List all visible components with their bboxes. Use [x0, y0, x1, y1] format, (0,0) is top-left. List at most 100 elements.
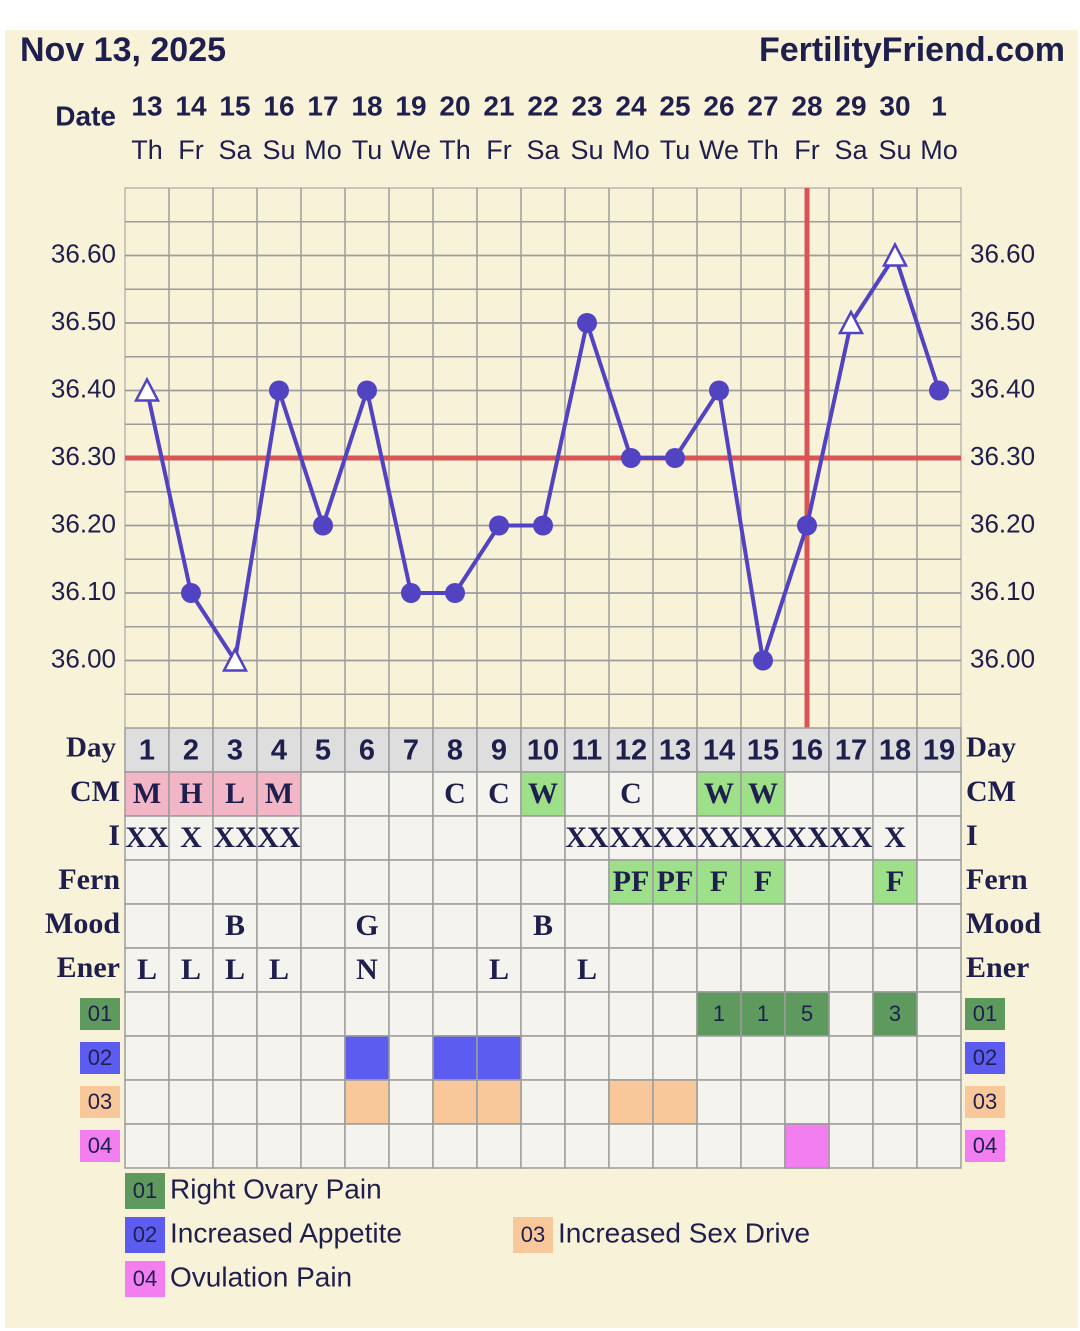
temperature-point: [401, 583, 421, 603]
cell: [388, 991, 434, 1037]
temperature-point: [489, 515, 509, 536]
day-number: 13: [659, 735, 691, 767]
cell: [564, 903, 610, 949]
y-tick-label: 36.50: [970, 306, 1035, 336]
date-label: 1: [931, 90, 947, 121]
date-label: 26: [703, 90, 734, 121]
cell-text: F: [754, 865, 772, 898]
cell: [300, 903, 346, 949]
cell: [124, 859, 170, 905]
cell: [168, 903, 214, 949]
day-number: 19: [923, 735, 955, 767]
cell: [784, 859, 830, 905]
cell: [432, 815, 478, 861]
cell: [212, 903, 258, 949]
cell: [476, 991, 522, 1037]
cell: [916, 903, 962, 949]
cell: [124, 947, 170, 993]
cell: [476, 1123, 522, 1169]
weekday-label: Th: [747, 135, 779, 165]
cell: [212, 1079, 258, 1125]
cell: [300, 771, 346, 817]
cell-text: N: [356, 953, 378, 986]
weekday-label: Sa: [218, 135, 252, 165]
cell-text: L: [225, 777, 245, 810]
legend-label: Right Ovary Pain: [170, 1173, 382, 1204]
temperature-point: [665, 448, 685, 468]
cell-text: PF: [613, 865, 650, 898]
weekday-label: Sa: [526, 135, 560, 165]
row-label: Fern: [58, 863, 120, 896]
cell: [432, 1123, 478, 1169]
y-tick-label: 36.30: [51, 441, 116, 471]
legend-label: Ovulation Pain: [170, 1261, 352, 1292]
cell: [828, 1035, 874, 1081]
symptom-code-box: [965, 1086, 1005, 1118]
cell: [652, 1123, 698, 1169]
cell: [872, 1079, 918, 1125]
symptom-mark: [476, 1079, 522, 1125]
temperature-point: [753, 650, 773, 671]
cell: [608, 1035, 654, 1081]
date-label: 23: [571, 90, 602, 121]
cell: [740, 1079, 786, 1125]
day-cell: [388, 727, 434, 773]
cell-text: L: [577, 953, 597, 986]
weekday-label: Th: [131, 135, 163, 165]
cell: [916, 1123, 962, 1169]
day-number: 6: [359, 735, 375, 767]
legend-swatch: [125, 1217, 165, 1253]
legend-swatch: [125, 1261, 165, 1297]
cell: [828, 815, 874, 861]
cell-text: XX: [653, 821, 697, 854]
cell: [388, 771, 434, 817]
cell: [476, 859, 522, 905]
cell-text: XX: [741, 821, 785, 854]
day-number: 16: [791, 735, 823, 767]
cell: [608, 903, 654, 949]
cell: [872, 771, 918, 817]
cell: [432, 947, 478, 993]
cell: [828, 1123, 874, 1169]
symptom-code-box: [965, 1130, 1005, 1162]
cell: [828, 947, 874, 993]
weekday-label: Tu: [660, 135, 691, 165]
temperature-point: [929, 380, 949, 401]
symptom-value: 1: [713, 1001, 725, 1026]
cell: [256, 859, 302, 905]
cell: [784, 903, 830, 949]
weekday-label: Su: [570, 135, 603, 165]
row-label: I: [108, 819, 120, 852]
cell-text: C: [620, 777, 642, 810]
date-label: Date: [55, 100, 116, 131]
cell: [520, 1079, 566, 1125]
symptom-mark: [696, 991, 742, 1037]
row-label: Mood: [45, 907, 120, 940]
symptom-code: 01: [88, 1001, 112, 1026]
cell: [520, 991, 566, 1037]
day-cell: [828, 727, 874, 773]
y-tick-label: 36.60: [51, 238, 116, 268]
cell: [916, 1035, 962, 1081]
cell: [124, 1123, 170, 1169]
temperature-point: [445, 583, 465, 603]
weekday-label: Fr: [486, 135, 511, 165]
y-tick-label: 36.20: [51, 508, 116, 538]
cell: [696, 771, 742, 817]
cell: [256, 1035, 302, 1081]
cell: [696, 1079, 742, 1125]
temperature-point: [221, 646, 249, 672]
cell: [388, 815, 434, 861]
symptom-value: 3: [889, 1001, 901, 1026]
date-label: 22: [527, 90, 558, 121]
cell-text: L: [489, 953, 509, 986]
cell-text: XX: [257, 821, 301, 854]
day-cell: [696, 727, 742, 773]
cell-text: W: [528, 777, 558, 810]
cell: [652, 991, 698, 1037]
legend-code: 04: [133, 1266, 157, 1291]
cell: [784, 1079, 830, 1125]
cell-text: W: [704, 777, 734, 810]
cell-text: B: [225, 909, 245, 942]
